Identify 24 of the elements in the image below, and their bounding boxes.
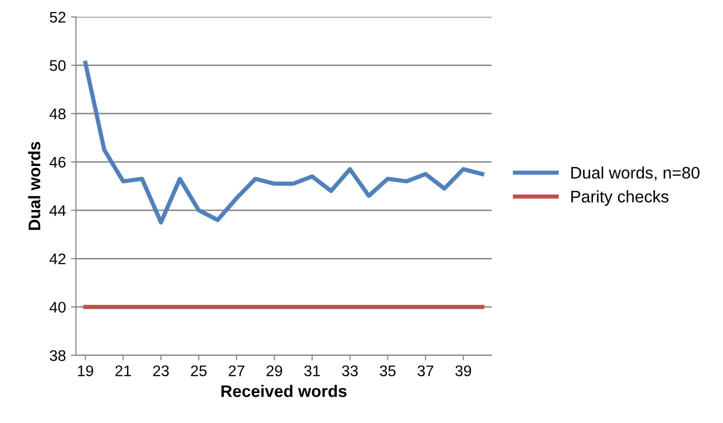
legend-label: Dual words, n=80 bbox=[571, 166, 700, 181]
y-tick-label: 42 bbox=[50, 254, 66, 264]
x-tick-label: 31 bbox=[304, 365, 320, 376]
x-tick-label: 25 bbox=[191, 365, 207, 376]
x-tick-label: 35 bbox=[380, 365, 396, 376]
y-axis-title: Dual words bbox=[28, 142, 40, 230]
x-tick-label: 23 bbox=[153, 365, 169, 376]
x-tick-label: 39 bbox=[455, 365, 472, 376]
y-tick-label: 38 bbox=[50, 350, 66, 362]
x-tick-label: 33 bbox=[342, 365, 358, 376]
x-tick-label: 29 bbox=[266, 365, 282, 376]
legend-label: Parity checks bbox=[571, 190, 668, 206]
x-axis-title: Received words bbox=[221, 384, 347, 398]
line-series bbox=[83, 60, 484, 224]
x-tick-label: 37 bbox=[418, 365, 434, 376]
y-tick-label: 52 bbox=[50, 12, 66, 23]
y-tick-label: 44 bbox=[50, 205, 66, 216]
x-tick-label: 19 bbox=[78, 365, 94, 376]
y-tick-label: 40 bbox=[50, 302, 66, 313]
y-tick-label: 48 bbox=[50, 108, 66, 120]
x-tick-label: 21 bbox=[115, 365, 131, 376]
y-tick-label: 46 bbox=[50, 156, 66, 168]
y-tick-label: 50 bbox=[50, 60, 66, 71]
x-tick-label: 27 bbox=[228, 365, 244, 376]
